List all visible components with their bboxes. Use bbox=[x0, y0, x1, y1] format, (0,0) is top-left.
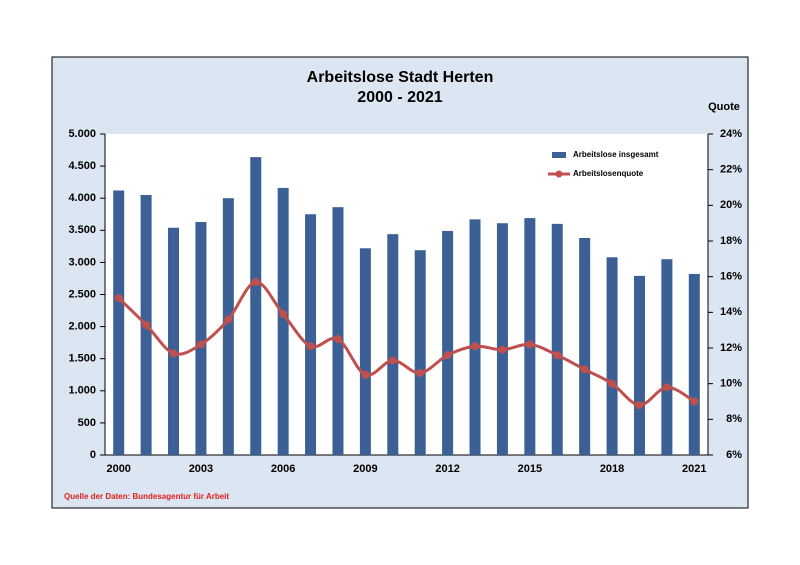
line-marker bbox=[553, 351, 562, 360]
bar bbox=[579, 238, 591, 455]
bar bbox=[688, 273, 700, 455]
y-tick-label: 1.000 bbox=[68, 385, 96, 397]
x-tick-label: 2003 bbox=[189, 463, 213, 475]
y-tick-label: 0 bbox=[90, 449, 96, 461]
line-marker bbox=[196, 340, 205, 349]
legend-label: Arbeitslosenquote bbox=[573, 169, 644, 178]
line-marker bbox=[498, 345, 507, 354]
line-marker bbox=[279, 310, 288, 319]
line-marker bbox=[662, 383, 671, 392]
y-tick-label: 3.000 bbox=[68, 256, 96, 268]
bar bbox=[387, 234, 399, 455]
line-marker bbox=[580, 365, 589, 374]
source-note: Quelle der Daten: Bundesagentur für Arbe… bbox=[64, 492, 229, 501]
bar bbox=[661, 259, 673, 455]
y2-tick-label: 16% bbox=[720, 271, 742, 283]
y2-axis-title: Quote bbox=[708, 101, 740, 113]
legend-swatch bbox=[555, 170, 563, 178]
y2-tick-label: 24% bbox=[720, 128, 742, 140]
y-tick-label: 4.000 bbox=[68, 192, 96, 204]
x-tick-label: 2015 bbox=[518, 463, 542, 475]
line-marker bbox=[114, 294, 123, 303]
y-tick-label: 1.500 bbox=[68, 353, 96, 365]
line-marker bbox=[142, 320, 151, 329]
bar bbox=[195, 221, 207, 455]
y-tick-label: 2.500 bbox=[68, 288, 96, 300]
legend-label: Arbeitslose insgesamt bbox=[573, 150, 659, 159]
line-marker bbox=[443, 351, 452, 360]
bar bbox=[277, 187, 289, 456]
x-tick-label: 2021 bbox=[682, 463, 706, 475]
line-marker bbox=[224, 315, 233, 324]
line-marker bbox=[471, 342, 480, 351]
y2-tick-label: 12% bbox=[720, 342, 742, 354]
bar bbox=[442, 230, 454, 455]
bar bbox=[168, 227, 180, 455]
y-tick-label: 4.500 bbox=[68, 160, 96, 172]
line bbox=[117, 280, 696, 407]
chart-title: Arbeitslose Stadt Herten bbox=[307, 69, 494, 86]
bar bbox=[250, 157, 262, 455]
bar bbox=[414, 250, 426, 455]
y-tick-label: 3.500 bbox=[68, 224, 96, 236]
line-marker bbox=[333, 335, 342, 344]
y2-tick-label: 18% bbox=[720, 235, 742, 247]
bar bbox=[524, 218, 536, 455]
y2-tick-label: 8% bbox=[726, 413, 742, 425]
y2-tick-label: 14% bbox=[720, 306, 742, 318]
y-tick-label: 2.000 bbox=[68, 321, 96, 333]
bar bbox=[359, 248, 371, 455]
legend-swatch bbox=[552, 152, 566, 158]
line-marker bbox=[608, 379, 617, 388]
y-tick-label: 5.000 bbox=[68, 128, 96, 140]
bar bbox=[332, 207, 344, 455]
y2-tick-label: 10% bbox=[720, 378, 742, 390]
line-marker bbox=[525, 340, 534, 349]
y-tick-label: 500 bbox=[78, 417, 96, 429]
x-tick-label: 2000 bbox=[106, 463, 130, 475]
line-marker bbox=[635, 401, 644, 410]
chart-subtitle: 2000 - 2021 bbox=[357, 89, 443, 106]
line-marker bbox=[306, 342, 315, 351]
bar bbox=[496, 223, 508, 455]
x-tick-label: 2009 bbox=[353, 463, 377, 475]
x-tick-label: 2006 bbox=[271, 463, 295, 475]
bar bbox=[606, 257, 618, 455]
line-marker bbox=[416, 368, 425, 377]
bar bbox=[551, 223, 563, 455]
bar bbox=[113, 190, 125, 455]
line-marker bbox=[361, 370, 370, 379]
bar bbox=[469, 219, 481, 455]
y2-tick-label: 22% bbox=[720, 164, 742, 176]
line-marker bbox=[690, 397, 699, 406]
line-marker bbox=[169, 349, 178, 358]
bar bbox=[222, 198, 234, 455]
bar bbox=[633, 275, 645, 455]
x-tick-label: 2012 bbox=[435, 463, 459, 475]
y2-tick-label: 20% bbox=[720, 199, 742, 211]
y2-tick-label: 6% bbox=[726, 449, 742, 461]
x-tick-label: 2018 bbox=[600, 463, 624, 475]
line-marker bbox=[388, 356, 397, 365]
bar bbox=[305, 214, 317, 455]
line-marker bbox=[251, 278, 260, 287]
